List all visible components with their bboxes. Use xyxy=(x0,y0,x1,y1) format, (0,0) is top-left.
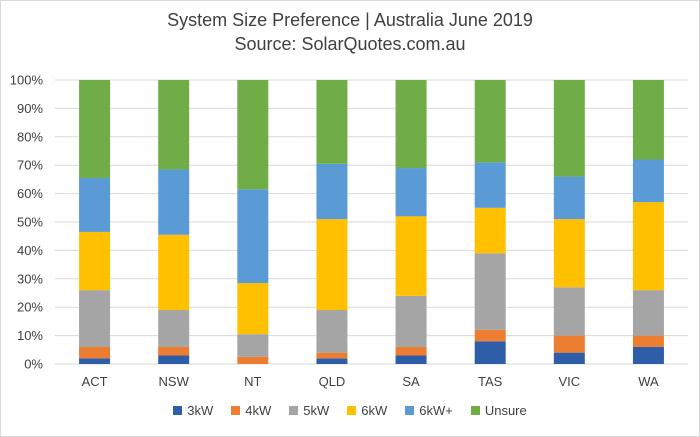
bar-segment-unsure xyxy=(395,80,427,169)
legend-label: 5kW xyxy=(303,403,330,418)
legend-item: 5kW xyxy=(289,403,329,418)
legend-label: 4kW xyxy=(245,403,272,418)
bar-segment-unsure xyxy=(632,80,664,160)
y-tick-label: 0% xyxy=(24,357,43,372)
bar-segment-5kw xyxy=(316,310,348,353)
y-tick-label: 100% xyxy=(10,73,44,88)
bar-segment-5kw xyxy=(79,290,111,347)
bar-segment-unsure xyxy=(553,80,585,177)
bar-segment-3kw xyxy=(395,355,427,364)
legend-swatch xyxy=(289,406,299,415)
bar-segment-6kw xyxy=(237,283,269,335)
bar-segment-6kwplus xyxy=(395,168,427,217)
bar-segment-6kwplus xyxy=(237,189,269,284)
bar-segment-6kwplus xyxy=(474,162,506,208)
legend-swatch xyxy=(231,406,241,415)
y-tick-label: 40% xyxy=(17,243,43,258)
bar-segment-6kwplus xyxy=(553,176,585,220)
bar-segment-6kw xyxy=(553,219,585,288)
bar-segment-unsure xyxy=(158,80,190,170)
y-tick-label: 20% xyxy=(17,300,43,315)
bar-segment-3kw xyxy=(79,358,111,364)
x-tick-label: NSW xyxy=(159,374,190,389)
bar-segment-4kw xyxy=(553,335,585,353)
bar-segment-unsure xyxy=(237,80,269,190)
bar-segment-5kw xyxy=(632,290,664,336)
legend-swatch xyxy=(173,406,183,415)
chart-subtitle: Source: SolarQuotes.com.au xyxy=(234,34,466,54)
legend-item: 6kW+ xyxy=(405,403,453,418)
legend-label: Unsure xyxy=(484,403,527,418)
bar-segment-4kw xyxy=(395,346,427,356)
bar-segment-6kw xyxy=(316,219,348,311)
bar-segment-5kw xyxy=(158,310,190,347)
bar-segment-4kw xyxy=(316,352,348,359)
bar-segment-3kw xyxy=(316,358,348,364)
x-tick-label: WA xyxy=(638,374,659,389)
legend-item: Unsure xyxy=(470,403,527,418)
bar-segment-unsure xyxy=(79,80,111,178)
legend-swatch xyxy=(347,406,357,415)
bar-segment-4kw xyxy=(158,346,190,356)
x-tick-label: QLD xyxy=(319,374,346,389)
bar-segment-5kw xyxy=(237,334,269,357)
legend-swatch xyxy=(470,406,480,415)
bar-segment-6kw xyxy=(158,234,190,311)
x-tick-label: ACT xyxy=(82,374,108,389)
bar-segment-3kw xyxy=(553,352,585,364)
bar-segment-4kw xyxy=(237,356,269,364)
bar-segment-4kw xyxy=(632,335,664,347)
legend-label: 6kW xyxy=(361,403,388,418)
bar-segment-6kwplus xyxy=(316,163,348,220)
legend-label: 6kW+ xyxy=(419,403,453,418)
bar-segment-4kw xyxy=(474,329,506,342)
y-tick-label: 90% xyxy=(17,101,43,116)
bar-segment-5kw xyxy=(395,295,427,347)
bar-segment-6kwplus xyxy=(632,159,664,203)
chart-title: System Size Preference | Australia June … xyxy=(167,10,533,30)
legend-item: 4kW xyxy=(231,403,271,418)
y-tick-label: 30% xyxy=(17,271,43,286)
bar-segment-unsure xyxy=(316,80,348,164)
legend-item: 3kW xyxy=(173,403,213,418)
bar-segment-4kw xyxy=(79,346,111,359)
chart-legend: 3kW 4kW 5kW 6kW 6kW+ Unsure xyxy=(0,403,700,418)
y-tick-label: 50% xyxy=(17,215,43,230)
bar-segment-6kw xyxy=(632,202,664,291)
bar-segment-6kwplus xyxy=(79,177,111,232)
y-tick-label: 80% xyxy=(17,129,43,144)
bar-segment-unsure xyxy=(474,80,506,163)
legend-label: 3kW xyxy=(187,403,214,418)
bar-segment-5kw xyxy=(553,287,585,336)
y-tick-label: 60% xyxy=(17,186,43,201)
x-tick-label: SA xyxy=(402,374,420,389)
bar-segment-3kw xyxy=(474,341,506,364)
bar-segment-6kw xyxy=(79,231,111,291)
y-tick-label: 70% xyxy=(17,158,43,173)
bar-segment-6kwplus xyxy=(158,169,190,235)
bar-segment-6kw xyxy=(395,216,427,296)
bar-segment-5kw xyxy=(474,253,506,330)
legend-swatch xyxy=(405,406,415,415)
bar-segment-3kw xyxy=(158,355,190,364)
bar-segment-3kw xyxy=(632,346,664,364)
x-tick-label: NT xyxy=(244,374,261,389)
legend-item: 6kW xyxy=(347,403,387,418)
x-tick-label: VIC xyxy=(558,374,580,389)
x-tick-label: TAS xyxy=(478,374,503,389)
y-tick-label: 10% xyxy=(17,328,43,343)
bar-segment-6kw xyxy=(474,207,506,254)
